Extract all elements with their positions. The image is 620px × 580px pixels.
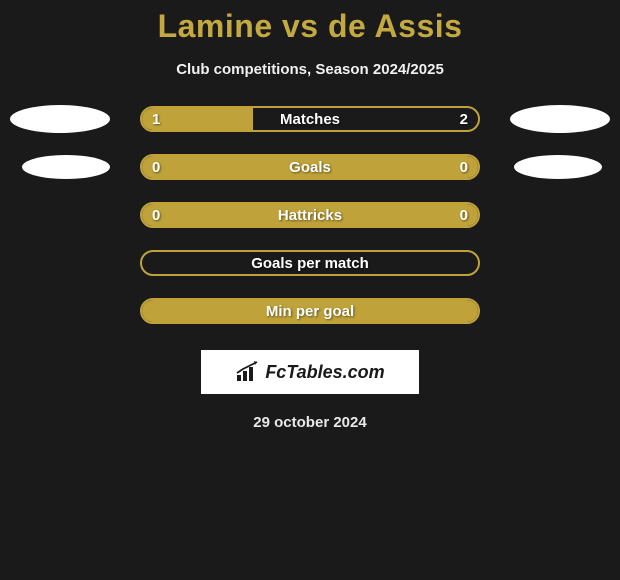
stat-row-goals-per-match: Goals per match [0,250,620,276]
stat-label: Hattricks [142,207,478,224]
stat-label: Goals [142,159,478,176]
stat-bar: Goals per match [140,250,480,276]
stat-row-hattricks: 0 Hattricks 0 [0,202,620,228]
page-title: Lamine vs de Assis [0,8,620,45]
footer-logo: FcTables.com [201,350,419,394]
stat-bar: 0 Goals 0 [140,154,480,180]
stat-bar: Min per goal [140,298,480,324]
stats-rows: 1 Matches 2 0 Goals 0 0 Hattricks 0 [0,106,620,324]
stat-row-min-per-goal: Min per goal [0,298,620,324]
stat-value-right: 0 [460,159,468,176]
stat-value-right: 0 [460,207,468,224]
subtitle: Club competitions, Season 2024/2025 [0,61,620,78]
footer-date: 29 october 2024 [0,414,620,431]
player-left-ellipse [10,105,110,133]
comparison-card: Lamine vs de Assis Club competitions, Se… [0,0,620,431]
stat-label: Matches [142,111,478,128]
chart-icon [235,361,261,383]
stat-bar: 0 Hattricks 0 [140,202,480,228]
stat-value-right: 2 [460,111,468,128]
player-right-ellipse [510,105,610,133]
stat-row-goals: 0 Goals 0 [0,154,620,180]
logo-inner: FcTables.com [235,361,384,383]
player-right-ellipse [514,155,602,179]
stat-label: Min per goal [142,303,478,320]
stat-row-matches: 1 Matches 2 [0,106,620,132]
player-left-ellipse [22,155,110,179]
stat-bar: 1 Matches 2 [140,106,480,132]
stat-label: Goals per match [142,255,478,272]
logo-text: FcTables.com [265,362,384,383]
